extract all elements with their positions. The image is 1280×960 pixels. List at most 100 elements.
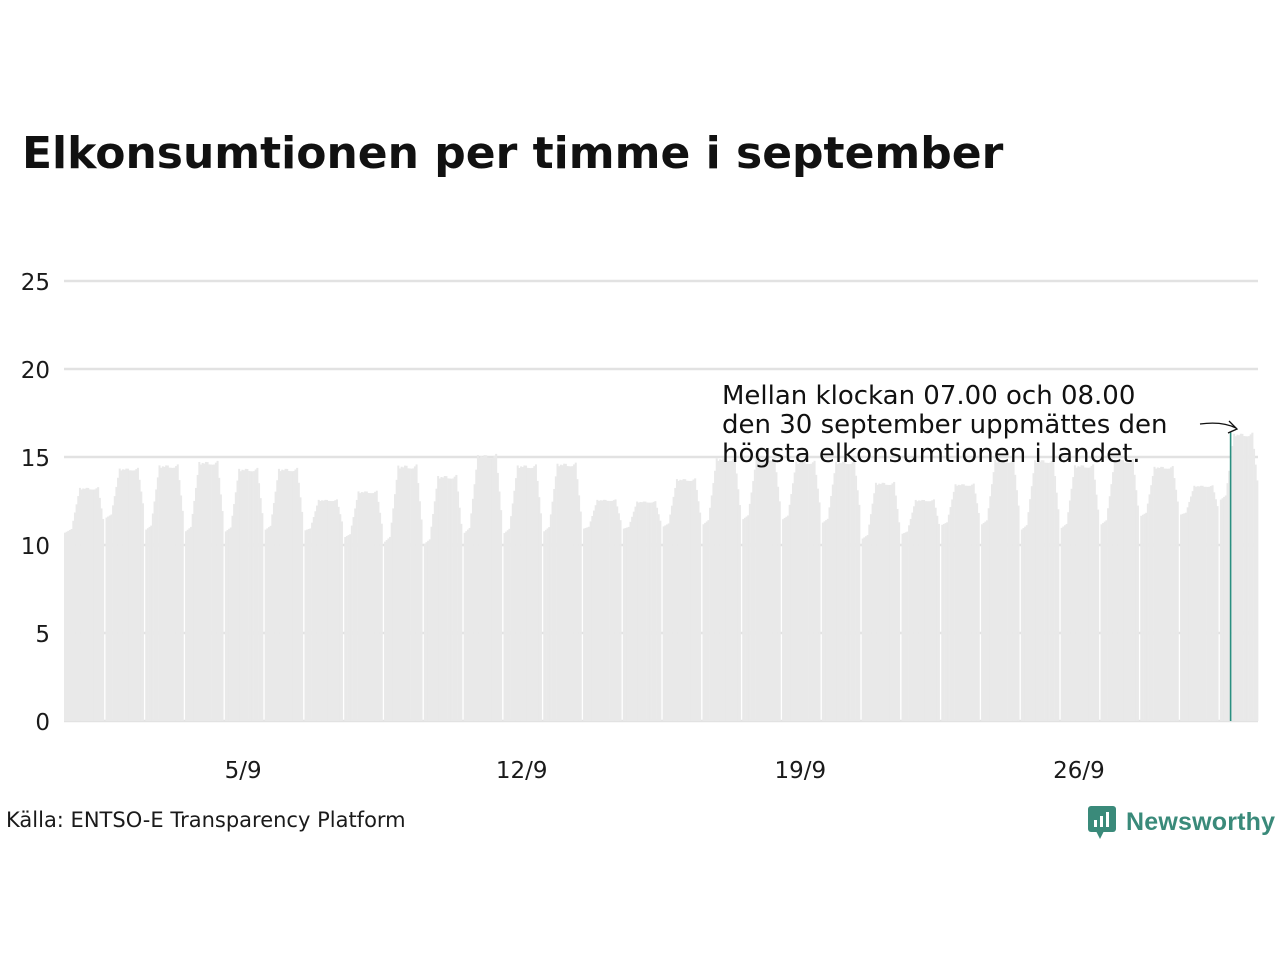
hour-bar [344, 537, 347, 721]
hour-bar [156, 477, 159, 721]
hour-bar [98, 497, 101, 721]
hour-bar [1073, 465, 1076, 721]
hour-bar [352, 517, 355, 721]
hour-bar [593, 510, 596, 721]
hour-bar [1221, 498, 1224, 721]
hour-bar [1135, 490, 1138, 721]
hour-bar [883, 482, 886, 721]
hour-bar [1024, 526, 1027, 721]
hour-bar [1102, 522, 1105, 721]
hour-bar [231, 515, 234, 721]
hour-bar [712, 483, 715, 721]
hour-bar [193, 500, 196, 721]
hour-bar [977, 512, 980, 721]
hour-bar [670, 505, 673, 721]
hour-bar [130, 470, 133, 721]
hour-bar [991, 484, 994, 721]
hour-bar [583, 528, 586, 721]
hour-bar [460, 523, 463, 721]
hour-bar [433, 501, 436, 721]
hour-bar [355, 499, 358, 721]
hour-bar [962, 484, 965, 721]
hour-bar [272, 503, 275, 721]
hour-bar [531, 467, 534, 721]
hour-bar [208, 464, 211, 721]
hour-bar [180, 495, 183, 721]
hour-bar [856, 490, 859, 721]
hour-bar [1148, 494, 1151, 721]
hour-bar [841, 461, 844, 721]
hour-bar [1239, 433, 1242, 721]
hour-bar [533, 466, 536, 721]
hour-bar [674, 487, 677, 721]
hour-bar [549, 514, 552, 721]
newsworthy-logo[interactable]: Newsworthy [1088, 804, 1275, 840]
hour-bar [150, 525, 153, 721]
hour-bar [629, 521, 632, 721]
hour-bar [508, 528, 511, 721]
y-tick-label: 25 [21, 270, 50, 296]
hour-bar [1246, 436, 1249, 721]
axes: 0 5 10 15 20 25 5/9 12/9 19/9 26/9 [21, 270, 1105, 784]
hour-bar [994, 460, 997, 721]
hour-bar [757, 460, 760, 721]
hour-bar [516, 465, 519, 721]
hour-bar [556, 463, 559, 721]
hour-bar [682, 479, 685, 721]
hour-bar [258, 483, 261, 721]
hour-bar [1145, 512, 1148, 721]
hour-bar [224, 531, 227, 721]
hour-bar [704, 522, 707, 721]
hour-bar [893, 481, 896, 721]
hour-bar [1082, 465, 1085, 721]
hour-bar [112, 505, 115, 721]
hour-bar [835, 461, 838, 721]
hour-bar [830, 496, 833, 721]
hour-bar [496, 472, 499, 721]
hour-bar [952, 491, 955, 721]
hour-bar [440, 476, 443, 721]
hour-bar [1057, 509, 1060, 721]
hour-bar [400, 466, 403, 721]
hour-bar [863, 537, 866, 721]
hour-bar [964, 485, 967, 721]
hour-bar [1007, 462, 1010, 721]
hour-bar [874, 482, 877, 721]
hour-bar [500, 510, 503, 721]
hour-bar [233, 504, 236, 721]
hour-bar [1208, 486, 1211, 721]
hour-bar [281, 469, 284, 721]
hour-bar [463, 532, 466, 721]
hour-bar [403, 465, 406, 721]
hour-bar [720, 459, 723, 721]
hour-bar [453, 476, 456, 721]
hour-bar [878, 483, 881, 721]
hour-bar [923, 500, 926, 721]
hour-bar [845, 463, 848, 721]
hour-bar [394, 494, 397, 721]
hour-bar [1153, 466, 1156, 721]
hour-bar [1087, 467, 1090, 721]
hour-bar [843, 461, 846, 721]
hour-bar [1168, 468, 1171, 721]
hour-bar [478, 458, 481, 721]
hour-bar [1067, 512, 1070, 721]
hour-bar [1204, 486, 1207, 721]
hour-bar [201, 462, 204, 721]
hour-bar [1065, 523, 1068, 721]
hour-bar [569, 466, 572, 721]
hour-bar [604, 499, 607, 721]
hour-bar [218, 477, 221, 721]
hour-bar [468, 527, 471, 721]
hour-bar [846, 464, 849, 721]
hour-bar [689, 480, 692, 721]
hour-bar [261, 513, 264, 721]
hour-bar [256, 467, 259, 721]
hour-bar [788, 504, 791, 721]
hour-bar [584, 527, 587, 721]
hour-bar [335, 499, 338, 721]
hour-bar [1166, 468, 1169, 721]
hour-bar [894, 495, 897, 721]
hour-bar [1141, 514, 1144, 721]
hour-bar [466, 529, 469, 721]
